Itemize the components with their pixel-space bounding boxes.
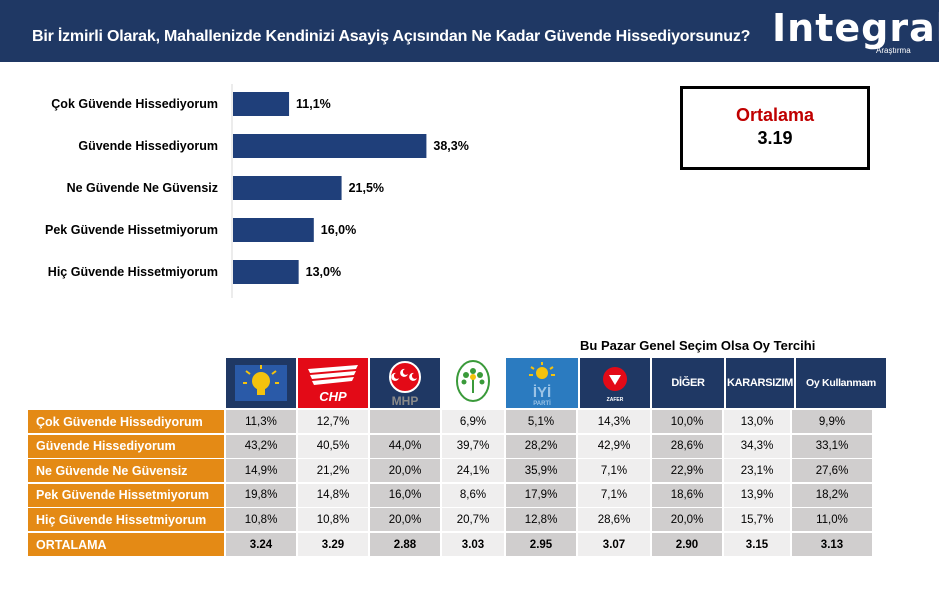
table-cell: 10,8% (298, 508, 368, 532)
page-title: Bir İzmirli Olarak, Mahallenizde Kendini… (32, 28, 751, 45)
table-cell: 12,8% (506, 508, 576, 532)
table-cell: 3.29 (298, 533, 368, 556)
brand-logo: Integral (772, 6, 939, 50)
data-label: 11,1% (296, 97, 331, 111)
table-cell: 11,0% (792, 508, 872, 532)
table-cell: 14,9% (226, 459, 296, 483)
table-cell: 3.13 (792, 533, 872, 556)
table-cell: 12,7% (298, 410, 368, 433)
table-cell: 20,0% (370, 508, 440, 532)
header-bar: Bir İzmirli Olarak, Mahallenizde Kendini… (0, 0, 939, 62)
table-cell: 2.90 (652, 533, 722, 556)
table-cell: 40,5% (298, 434, 368, 458)
data-label: 21,5% (349, 181, 384, 195)
column-header: Oy Kullanmam (796, 358, 886, 408)
table-cell: 20,7% (442, 508, 504, 532)
table-row-label: Ne Güvende Ne Güvensiz (28, 459, 224, 483)
table-row-label: Çok Güvende Hissediyorum (28, 410, 224, 433)
average-value: 3.19 (757, 128, 793, 148)
table-cell: 28,6% (652, 434, 722, 458)
table-row-label: ORTALAMA (28, 533, 224, 556)
category-label: Çok Güvende Hissediyorum (51, 97, 218, 111)
category-label: Pek Güvende Hissetmiyorum (45, 223, 218, 237)
table-cell: 16,0% (370, 483, 440, 507)
table-cell: 22,9% (652, 459, 722, 483)
table-cell: 39,7% (442, 434, 504, 458)
bar (233, 92, 290, 116)
table-cell: 43,2% (226, 434, 296, 458)
table-cell: 14,8% (298, 483, 368, 507)
table-cell: 15,7% (724, 508, 790, 532)
svg-text:ZAFER: ZAFER (607, 397, 624, 403)
data-label: 38,3% (433, 139, 468, 153)
category-label: Güvende Hissediyorum (78, 139, 218, 153)
table-cell: 13,0% (724, 410, 790, 433)
table-cell: 10,8% (226, 508, 296, 532)
table-cell: 33,1% (792, 434, 872, 458)
average-box: Ortalama 3.19 (680, 86, 870, 170)
table-cell: 23,1% (724, 459, 790, 483)
bar-chart: Çok Güvende Hissediyorum 11,1% Güvende His… (45, 84, 469, 298)
table-cell: 35,9% (506, 459, 576, 483)
chp-logo-icon: CHP (298, 358, 368, 408)
bar (233, 218, 314, 242)
table-cell: 28,2% (506, 434, 576, 458)
table-cell: 19,8% (226, 483, 296, 507)
table-cell: 3.07 (578, 533, 650, 556)
bar (233, 134, 427, 158)
table-cell: 24,1% (442, 459, 504, 483)
ysp-logo-icon (442, 358, 504, 408)
svg-text:PARTİ: PARTİ (533, 400, 551, 407)
table-cell: 7,1% (578, 459, 650, 483)
iyi-logo-icon: İYİ PARTİ (506, 358, 578, 408)
table-cell: 21,2% (298, 459, 368, 483)
table-cell: 3.24 (226, 533, 296, 556)
bar (233, 260, 299, 284)
table-cell: 20,0% (652, 508, 722, 532)
table-cell: 42,9% (578, 434, 650, 458)
svg-text:MHP: MHP (392, 394, 419, 407)
table-cell: 3.03 (442, 533, 504, 556)
zafer-logo-icon: ZAFER (580, 358, 650, 408)
column-header: KARARSIZIM (726, 358, 794, 408)
bar (233, 176, 342, 200)
table-cell: 18,2% (792, 483, 872, 507)
table-cell: 14,3% (578, 410, 650, 433)
table-row-label: Pek Güvende Hissetmiyorum (28, 483, 224, 507)
mhp-logo-icon: MHP (370, 358, 440, 408)
table-cell: 9,9% (792, 410, 872, 433)
table-cell: 5,1% (506, 410, 576, 433)
table-cell: 2.95 (506, 533, 576, 556)
akp-logo-icon (226, 358, 296, 408)
table-cell: 8,6% (442, 483, 504, 507)
table-cell: 11,3% (226, 410, 296, 433)
table-row-label: Hiç Güvende Hissetmiyorum (28, 508, 224, 532)
average-label: Ortalama (735, 105, 815, 125)
table-title: Bu Pazar Genel Seçim Olsa Oy Tercihi (580, 338, 816, 353)
table-cell: 34,3% (724, 434, 790, 458)
table-cell: 27,6% (792, 459, 872, 483)
table-row-label: Güvende Hissediyorum (28, 434, 224, 458)
table-cell: 28,6% (578, 508, 650, 532)
data-label: 13,0% (306, 265, 341, 279)
svg-text:İYİ: İYİ (533, 384, 551, 401)
table-cell: 6,9% (442, 410, 504, 433)
data-label: 16,0% (321, 223, 356, 237)
table-cell: 3.15 (724, 533, 790, 556)
table-cell: 18,6% (652, 483, 722, 507)
table-cell (370, 410, 440, 433)
category-label: Ne Güvende Ne Güvensiz (67, 181, 218, 195)
table-cell: 10,0% (652, 410, 722, 433)
svg-text:CHP: CHP (319, 389, 347, 404)
table-cell: 17,9% (506, 483, 576, 507)
category-label: Hiç Güvende Hissetmiyorum (48, 265, 218, 279)
table-cell: 13,9% (724, 483, 790, 507)
brand-logo-subtitle: Araştırma (876, 46, 911, 55)
column-header: DİĞER (652, 358, 724, 408)
table-cell: 7,1% (578, 483, 650, 507)
table-cell: 2.88 (370, 533, 440, 556)
table-cell: 20,0% (370, 459, 440, 483)
table-cell: 44,0% (370, 434, 440, 458)
